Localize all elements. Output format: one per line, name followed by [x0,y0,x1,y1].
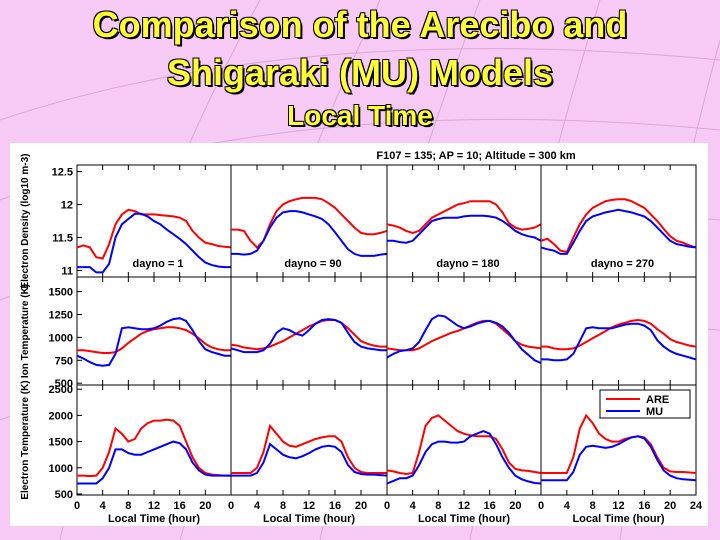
x-tick-label: 12 [458,500,470,512]
title-line-3: Local Time [287,100,433,131]
y-tick-label: 750 [55,355,73,367]
legend-label: ARE [646,394,669,406]
panel-dayno-label: dayno = 180 [436,258,499,270]
y-tick-label: 11.5 [52,232,73,244]
legend-box [599,389,691,419]
x-tick-label: 12 [612,500,624,512]
x-tick-label: 8 [280,500,286,512]
y-tick-label: 1500 [49,287,73,299]
x-axis-label: Local Time (hour) [108,513,200,525]
y-tick-label: 2000 [49,410,73,422]
series-line-are [77,418,231,478]
panel-frame [386,384,542,496]
x-tick-label: 16 [329,500,341,512]
panel-dayno-label: dayno = 1 [132,258,183,270]
series-line-mu [76,317,231,367]
y-tick-label: 1500 [49,437,73,449]
panel-frame [540,276,697,386]
chart-header: F107 = 135; AP = 10; Altitude = 300 km [376,150,575,162]
series-line-are [230,319,387,351]
x-tick-label: 16 [174,500,186,512]
series-line-mu [387,214,542,244]
series-line-are [540,198,697,254]
series-line-mu [540,208,697,255]
series-line-are [231,196,388,249]
chart-figure: F107 = 135; AP = 10; Altitude = 300 km El… [10,143,708,526]
y-tick-label: 11 [61,265,73,277]
y-tick-label: 2500 [49,384,73,396]
series-line-are [76,208,232,260]
panel-frame [230,384,388,496]
x-axis-label: Local Time (hour) [263,513,355,525]
y-tick-label: 12.5 [52,167,73,179]
x-tick-label: 20 [509,500,521,512]
series-line-mu [386,314,542,364]
panel-frame [386,276,542,386]
title-line-1: Comparison of the Arecibo and [92,4,628,45]
panel-frame [76,384,232,496]
y-tick-label: 1000 [49,332,73,344]
series-line-are [386,200,542,234]
x-tick-label: 0 [228,500,234,512]
series-line-mu [386,430,542,485]
x-axis-label: Local Time (hour) [572,513,664,525]
title-line-2: Shigaraki (MU) Models [166,52,554,93]
y-tick-label: 500 [55,378,73,390]
series-line-are [386,414,542,476]
x-tick-label: 4 [254,500,261,512]
x-tick-label: 12 [148,500,160,512]
x-tick-label: 8 [435,500,441,512]
x-tick-label: 8 [125,500,131,512]
x-tick-label: 20 [664,500,676,512]
y-tick-label: 500 [55,489,73,501]
series-line-mu [230,318,387,354]
series-line-are [541,413,697,474]
x-tick-label: 8 [590,500,596,512]
legend-label: MU [646,406,663,418]
x-tick-label: 4 [564,500,571,512]
series-line-mu [77,212,231,274]
series-line-mu [231,210,388,257]
x-tick-label: 20 [199,500,211,512]
series-line-are [541,318,697,351]
y-tick-label: 12 [61,200,73,212]
series-line-mu [541,435,697,482]
panel-dayno-label: dayno = 90 [284,258,341,270]
y-tick-label: 1250 [49,310,73,322]
x-tick-label: 0 [384,500,390,512]
x-tick-label: 16 [484,500,496,512]
x-tick-label: 12 [303,500,315,512]
y-axis-label: Ion Temperature (K) [20,284,31,378]
series-line-mu [77,440,231,485]
series-line-are [231,423,387,474]
x-tick-label: 0 [74,500,80,512]
x-axis-label: Local Time (hour) [418,513,510,525]
x-tick-label: 16 [638,500,650,512]
x-tick-label: 0 [538,500,544,512]
series-line-mu [541,322,697,362]
x-tick-label: 24 [690,500,703,512]
y-tick-label: 1000 [49,463,73,475]
panel-dayno-label: dayno = 270 [591,258,654,270]
y-axis-label: Electron Density (log10 m-3) [20,153,31,288]
x-tick-label: 4 [100,500,107,512]
x-tick-label: 4 [410,500,417,512]
series-line-are [77,326,231,354]
y-axis-label: Electron Temperature (K) [20,380,31,499]
x-tick-label: 20 [355,500,367,512]
panel-frame [76,276,232,386]
series-line-mu [231,442,388,477]
